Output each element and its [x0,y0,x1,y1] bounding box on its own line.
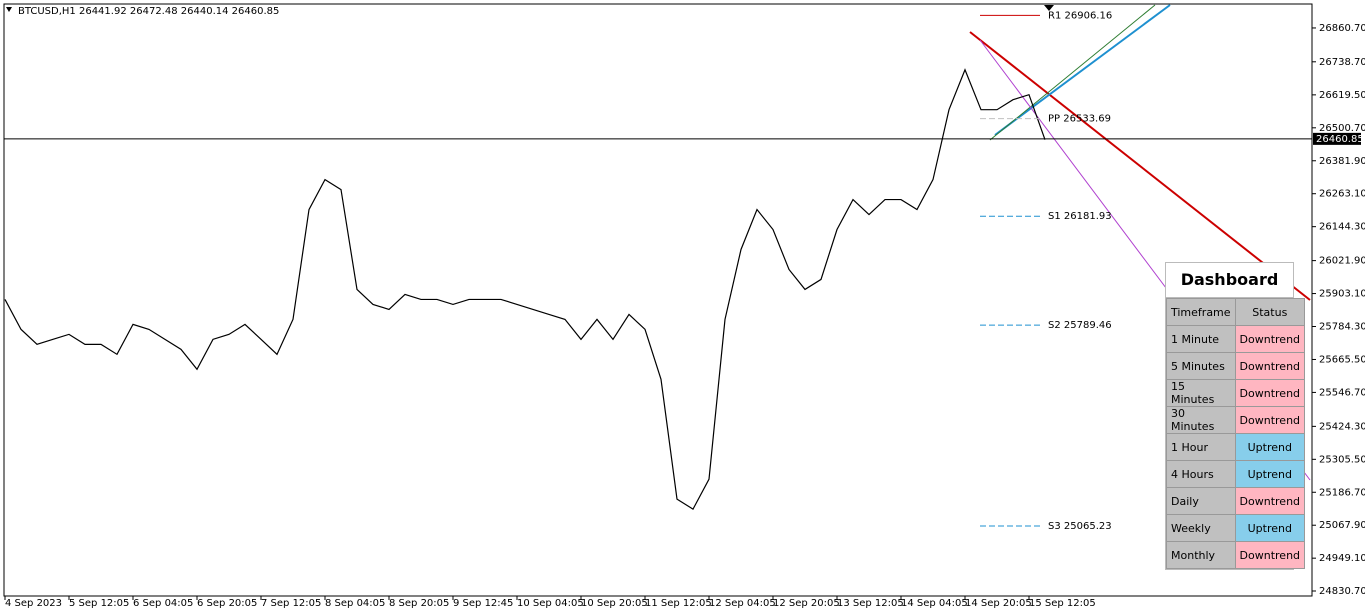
x-tick-label: 14 Sep 04:05 [901,598,968,609]
pivot-label: PP 26533.69 [1048,114,1111,125]
y-tick-label: 26500.70 [1319,123,1365,134]
y-tick-label: 26021.90 [1319,256,1365,267]
y-tick-label: 24830.70 [1319,586,1365,597]
y-tick-label: 26619.50 [1319,90,1365,101]
status: Downtrend [1234,406,1306,434]
y-tick-label: 25903.10 [1319,289,1365,300]
dashboard: Dashboard Timeframe Status 1 Minute Downtre… [1165,262,1306,570]
y-tick-label: 25546.70 [1319,387,1365,398]
timeframe: Daily [1166,487,1236,515]
y-tick-label: 26144.30 [1319,222,1365,233]
symbol-header: BTCUSD,H1 26441.92 26472.48 26440.14 264… [18,6,279,17]
trendline [989,4,1156,141]
x-tick-label: 7 Sep 12:05 [261,598,321,609]
pivot-label: S2 25789.46 [1048,320,1112,331]
x-tick-label: 15 Sep 12:05 [1029,598,1096,609]
y-tick-label: 25784.30 [1319,322,1365,333]
dashboard-row: 1 Hour Uptrend [1166,433,1306,461]
x-tick-label: 14 Sep 20:05 [965,598,1032,609]
trendline [994,4,1171,136]
y-tick-label: 26263.10 [1319,189,1365,200]
y-tick-label: 24949.10 [1319,553,1365,564]
plot-frame [3,3,1313,597]
y-tick-label: 26738.70 [1319,57,1365,68]
status: Uptrend [1234,514,1306,542]
dashboard-table: Timeframe Status 1 Minute Downtrend 5 Minute… [1166,298,1306,569]
status: Downtrend [1234,487,1306,515]
x-tick-label: 8 Sep 04:05 [325,598,385,609]
x-tick-label: 10 Sep 04:05 [517,598,584,609]
current-price-box [1313,132,1361,145]
pivot-label: S3 25065.23 [1048,521,1112,532]
dashboard-row: 30 Minutes Downtrend [1166,406,1306,434]
y-tick-label: 26381.90 [1319,156,1365,167]
x-tick-label: 12 Sep 20:05 [773,598,840,609]
current-price-label: 26460.85 [1316,134,1364,145]
marker [1044,5,1054,11]
trendline [969,31,1311,301]
y-tick-label: 25067.90 [1319,520,1365,531]
dashboard-row: Monthly Downtrend [1166,541,1306,569]
timeframe: 15 Minutes [1166,379,1236,407]
status: Uptrend [1234,460,1306,488]
x-tick-label: 6 Sep 04:05 [133,598,193,609]
x-tick-label: 6 Sep 20:05 [197,598,257,609]
timeframe: 5 Minutes [1166,352,1236,380]
y-tick-label: 25665.50 [1319,354,1365,365]
timeframe: Weekly [1166,514,1236,542]
status: Uptrend [1234,433,1306,461]
timeframe: 1 Hour [1166,433,1236,461]
dashboard-row: Weekly Uptrend [1166,514,1306,542]
timeframe: Monthly [1166,541,1236,569]
status: Downtrend [1234,325,1306,353]
status: Downtrend [1234,541,1306,569]
price-line [4,68,1046,510]
dashboard-header: Timeframe [1166,298,1236,326]
y-tick-label: 25186.70 [1319,487,1365,498]
x-tick-label: 4 Sep 2023 [5,598,62,609]
y-tick-label: 26860.70 [1319,23,1365,34]
timeframe: 1 Minute [1166,325,1236,353]
timeframe: 4 Hours [1166,460,1236,488]
status: Downtrend [1234,352,1306,380]
dashboard-row: 5 Minutes Downtrend [1166,352,1306,380]
pivot-label: S1 26181.93 [1048,211,1112,222]
y-tick-label: 25305.50 [1319,454,1365,465]
timeframe: 30 Minutes [1166,406,1236,434]
dashboard-title: Dashboard [1166,263,1293,298]
x-tick-label: 8 Sep 20:05 [389,598,449,609]
dashboard-row: Daily Downtrend [1166,487,1306,515]
menu-arrow [6,7,12,12]
x-tick-label: 10 Sep 20:05 [581,598,648,609]
x-tick-label: 9 Sep 12:45 [453,598,513,609]
dashboard-row: 15 Minutes Downtrend [1166,379,1306,407]
y-tick-label: 25424.30 [1319,421,1365,432]
pivot-label: R1 26906.16 [1048,10,1112,21]
x-tick-label: 12 Sep 04:05 [709,598,776,609]
dashboard-header-row: Timeframe Status [1166,298,1306,326]
dashboard-header: Status [1234,298,1306,326]
x-tick-label: 13 Sep 12:05 [837,598,904,609]
x-tick-label: 11 Sep 12:05 [645,598,712,609]
x-tick-label: 5 Sep 12:05 [69,598,129,609]
dashboard-row: 1 Minute Downtrend [1166,325,1306,353]
status: Downtrend [1234,379,1306,407]
dashboard-row: 4 Hours Uptrend [1166,460,1306,488]
